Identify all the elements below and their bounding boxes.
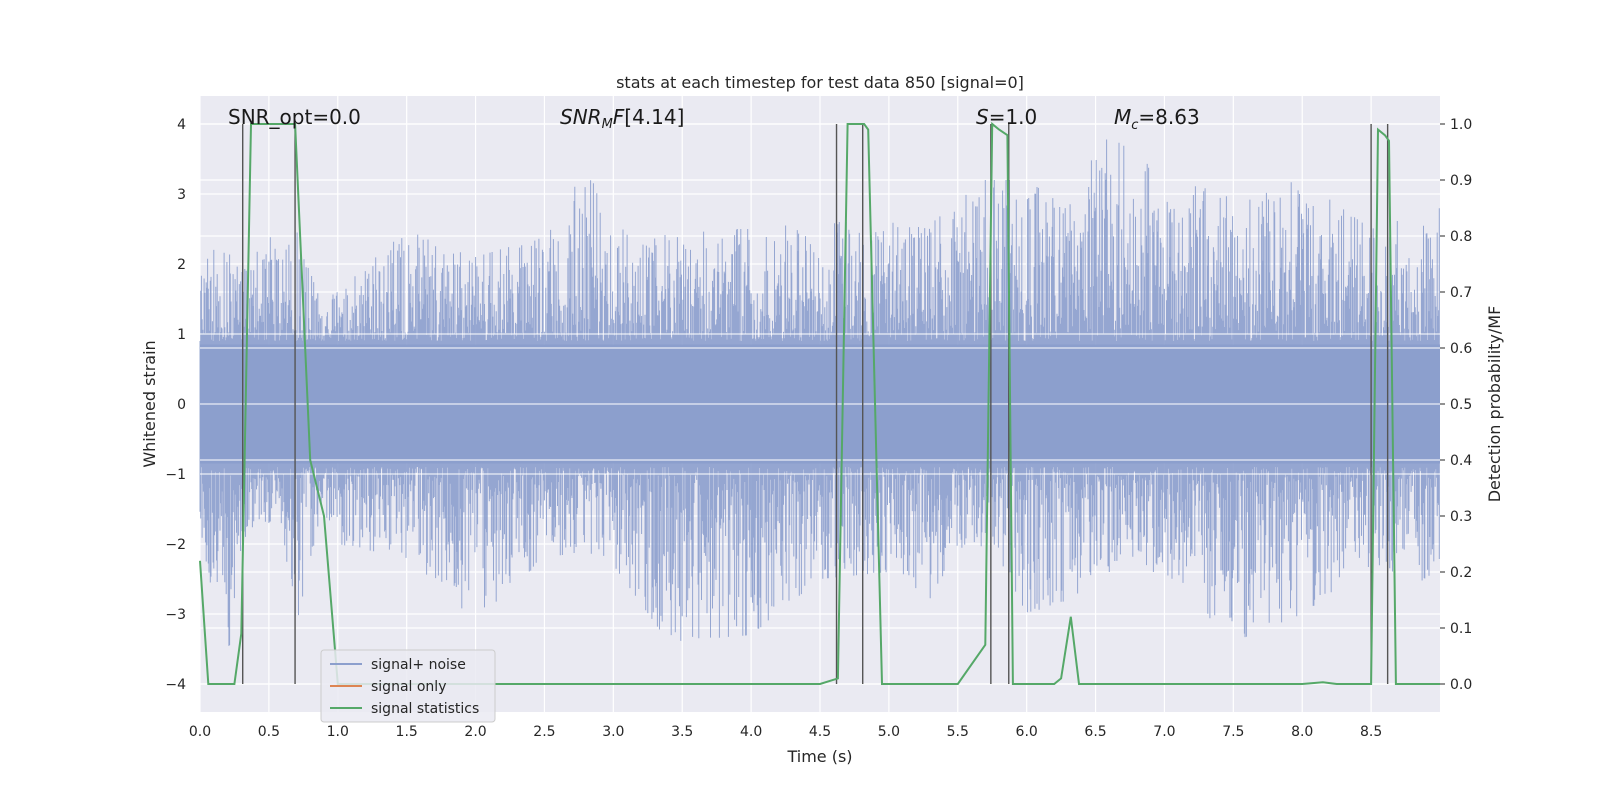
- x-tick-label: 3.0: [602, 724, 624, 740]
- x-tick-label: 5.0: [878, 724, 900, 740]
- right-y-tick-label: 0.8: [1450, 229, 1472, 245]
- right-y-tick-label: 0.9: [1450, 173, 1472, 189]
- left-y-tick-label: 4: [177, 117, 186, 133]
- x-tick-label: 7.0: [1153, 724, 1175, 740]
- series-signal-statistics: [199, 121, 1440, 685]
- left-y-tick-label: −4: [165, 677, 186, 693]
- right-y-tick-label: 0.2: [1450, 565, 1472, 581]
- right-y-tick-label: 0.5: [1450, 397, 1472, 413]
- annotation-mc: Mc=8.63: [1114, 105, 1200, 133]
- right-y-tick-label: 0.4: [1450, 453, 1472, 469]
- x-tick-labels: 0.0 0.5 1.0 1.5 2.0 2.5 3.0 3.5 4.0 4.5 5.0 5.5 6.0 6…: [189, 724, 1382, 740]
- legend-label-signal-plus-noise: signal+ noise: [371, 657, 466, 673]
- annotation-mc-value: =8.63: [1138, 105, 1199, 129]
- left-y-tick-label: 0: [177, 397, 186, 413]
- right-y-tick-label: 0.7: [1450, 285, 1472, 301]
- right-y-tick-labels: 1.0 0.9 0.8 0.7 0.6 0.5 0.4 0.3 0.2 0.1 0.0: [1440, 117, 1472, 693]
- legend-box: [320, 649, 496, 723]
- annotation-snr-mf: SNRMF[4.14]: [560, 105, 684, 132]
- left-y-tick-label: 2: [177, 257, 186, 273]
- legend-label-signal-statistics: signal statistics: [371, 701, 479, 717]
- annotation-s: S=1.0: [976, 105, 1037, 129]
- left-y-tick-label: 3: [177, 187, 186, 203]
- x-tick-label: 8.0: [1291, 724, 1313, 740]
- annotation-snr-opt: SNR_opt=0.0: [228, 105, 361, 129]
- x-tick-label: 0.5: [258, 724, 280, 740]
- series-signal-plus-noise: [199, 139, 1440, 646]
- x-axis-label: Time (s): [786, 747, 852, 766]
- left-y-tick-label: −1: [165, 467, 186, 483]
- x-tick-label: 8.5: [1360, 724, 1382, 740]
- x-tick-label: 1.0: [327, 724, 349, 740]
- left-y-axis-label: Whitened strain: [140, 340, 159, 467]
- right-y-axis-label: Detection probability/MF: [1485, 306, 1504, 503]
- annotation-s-value: =1.0: [989, 105, 1038, 129]
- legend: signal+ noise signal only signal statist…: [320, 649, 496, 723]
- left-y-tick-label: −2: [165, 537, 186, 553]
- x-tick-label: 4.0: [740, 724, 762, 740]
- left-y-tick-labels: 4 3 2 1 0 −1 −2 −3 −4: [165, 117, 186, 693]
- x-tick-label: 2.0: [464, 724, 486, 740]
- right-y-tick-label: 0.1: [1450, 621, 1472, 637]
- signal-statistics-line: [199, 121, 1440, 685]
- x-tick-label: 3.5: [671, 724, 693, 740]
- x-tick-label: 5.5: [947, 724, 969, 740]
- x-tick-label: 6.5: [1084, 724, 1106, 740]
- chart-title: stats at each timestep for test data 850…: [616, 73, 1024, 92]
- right-y-tick-label: 0.0: [1450, 677, 1472, 693]
- x-tick-label: 7.5: [1222, 724, 1244, 740]
- legend-label-signal-only: signal only: [371, 679, 446, 695]
- x-tick-label: 2.5: [533, 724, 555, 740]
- x-tick-label: 0.0: [189, 724, 211, 740]
- right-y-tick-label: 0.3: [1450, 509, 1472, 525]
- left-y-tick-label: −3: [165, 607, 186, 623]
- annotation-snr-mf-value: [4.14]: [624, 105, 684, 129]
- left-y-tick-label: 1: [177, 327, 186, 343]
- right-y-tick-label: 0.6: [1450, 341, 1472, 357]
- right-y-tick-label: 1.0: [1450, 117, 1472, 133]
- x-tick-label: 4.5: [809, 724, 831, 740]
- x-tick-label: 6.0: [1016, 724, 1038, 740]
- x-tick-label: 1.5: [396, 724, 418, 740]
